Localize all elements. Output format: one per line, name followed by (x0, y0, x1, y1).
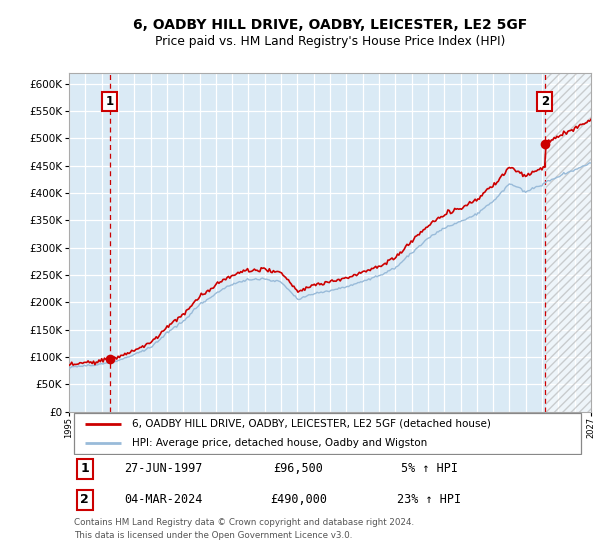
Text: Contains HM Land Registry data © Crown copyright and database right 2024.
This d: Contains HM Land Registry data © Crown c… (74, 518, 415, 540)
Text: Price paid vs. HM Land Registry's House Price Index (HPI): Price paid vs. HM Land Registry's House … (155, 35, 505, 49)
Text: 5% ↑ HPI: 5% ↑ HPI (401, 463, 458, 475)
Bar (546, 73, 591, 412)
Text: 27-JUN-1997: 27-JUN-1997 (124, 463, 202, 475)
Text: 04-MAR-2024: 04-MAR-2024 (124, 493, 202, 506)
Text: HPI: Average price, detached house, Oadby and Wigston: HPI: Average price, detached house, Oadb… (131, 438, 427, 448)
Text: 6, OADBY HILL DRIVE, OADBY, LEICESTER, LE2 5GF (detached house): 6, OADBY HILL DRIVE, OADBY, LEICESTER, L… (131, 419, 491, 429)
Text: 23% ↑ HPI: 23% ↑ HPI (397, 493, 461, 506)
Text: £490,000: £490,000 (270, 493, 327, 506)
Text: 1: 1 (106, 95, 113, 108)
Text: 6, OADBY HILL DRIVE, OADBY, LEICESTER, LE2 5GF: 6, OADBY HILL DRIVE, OADBY, LEICESTER, L… (133, 18, 527, 32)
FancyBboxPatch shape (74, 413, 581, 454)
Text: 2: 2 (80, 493, 89, 506)
Text: £96,500: £96,500 (274, 463, 323, 475)
Text: 2: 2 (541, 95, 549, 108)
Text: 1: 1 (80, 463, 89, 475)
